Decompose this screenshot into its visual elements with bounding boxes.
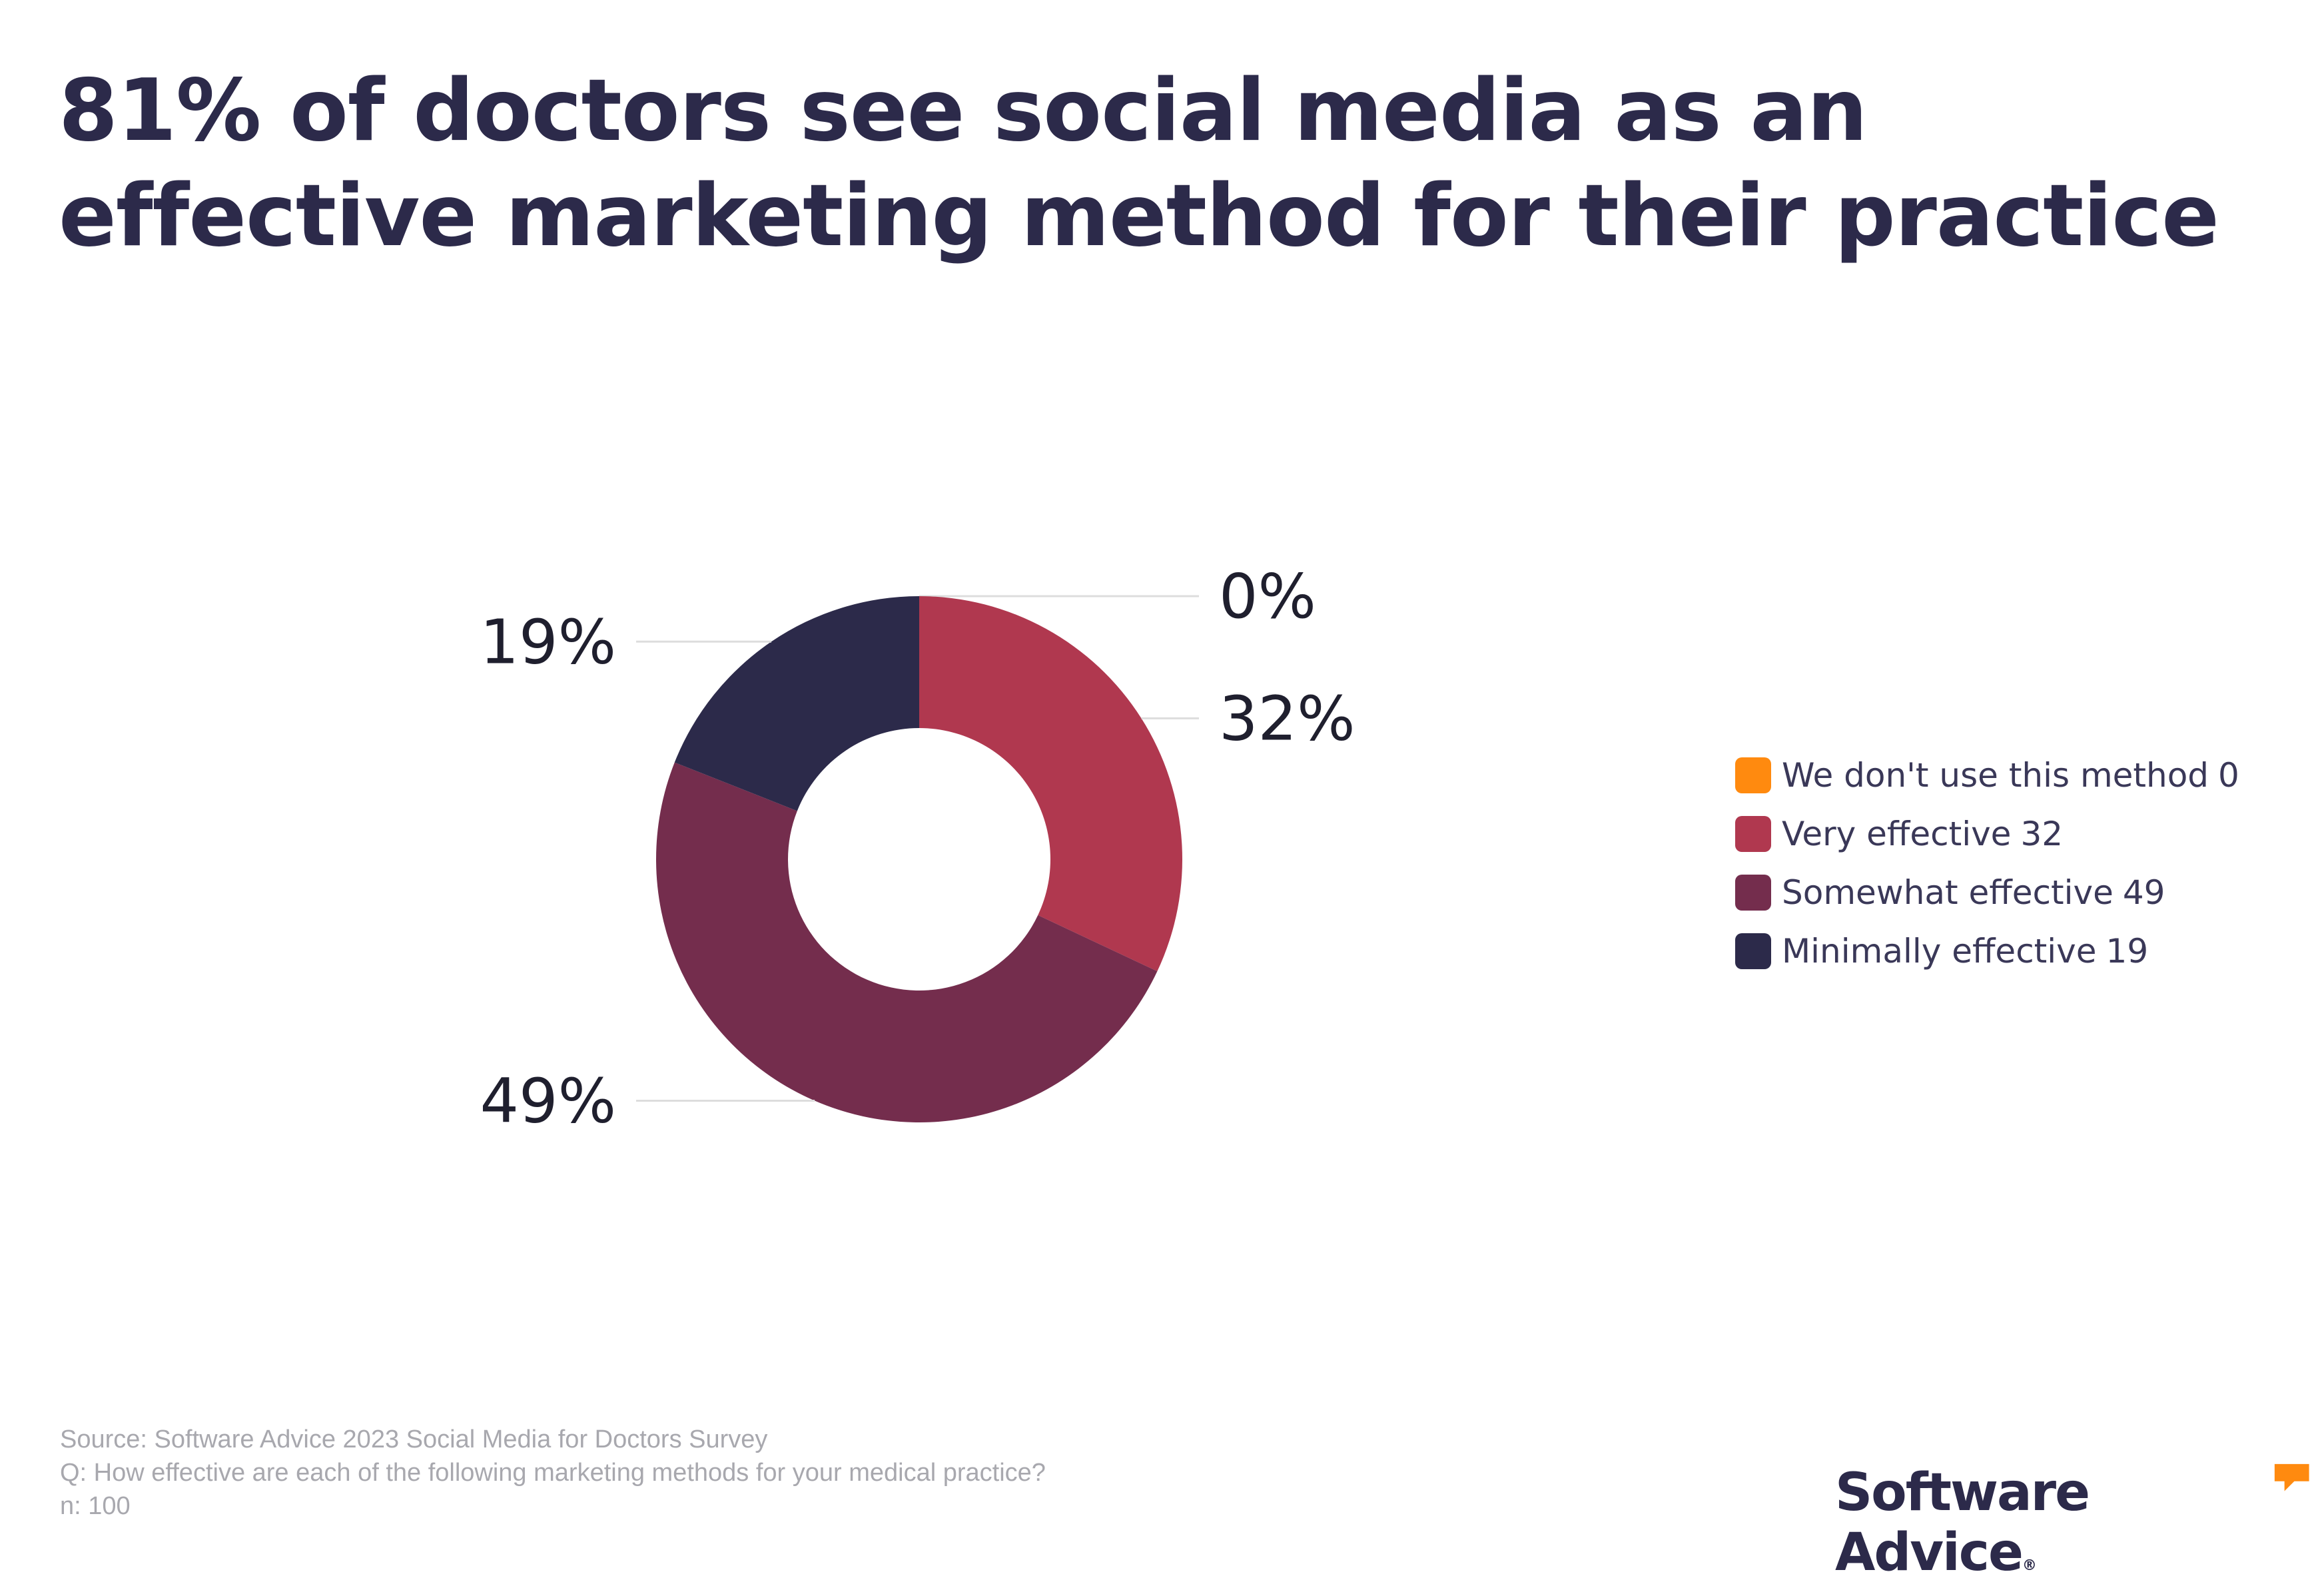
- chart-legend: We don't use this method 0 Very effectiv…: [1735, 746, 2239, 981]
- data-label-very-effective: 32%: [1219, 683, 1355, 754]
- legend-value: 0: [2218, 756, 2239, 795]
- legend-item-minimally-effective[interactable]: Minimally effective 19: [1735, 922, 2239, 981]
- legend-item-not-used[interactable]: We don't use this method 0: [1735, 746, 2239, 805]
- donut-slice-very-effective[interactable]: [919, 596, 1182, 972]
- brand-logo: Software Advice®: [1835, 1463, 2310, 1596]
- data-label-somewhat-effective: 49%: [480, 1066, 616, 1137]
- legend-value: 19: [2106, 932, 2149, 971]
- question-line: Q: How effective are each of the followi…: [60, 1459, 1046, 1487]
- legend-label: Very effective: [1782, 815, 2012, 853]
- legend-label: Somewhat effective: [1782, 873, 2114, 912]
- chart-title: 81% of doctors see social media as an ef…: [59, 61, 2219, 266]
- brand-wordmark: Software Advice®: [1835, 1463, 2090, 1583]
- data-label-minimally-effective: 19%: [480, 606, 616, 677]
- data-label-we-don-t-use-this-method: 0%: [1219, 561, 1316, 632]
- source-notes: Source: Software Advice 2023 Social Medi…: [60, 1423, 1046, 1523]
- legend-label: Minimally effective: [1782, 932, 2097, 971]
- speech-bubble-shape: [2274, 1463, 2309, 1491]
- speech-bubble-icon: [2274, 1463, 2309, 1491]
- sample-size: n: 100: [60, 1492, 131, 1520]
- legend-swatch: [1735, 933, 1771, 969]
- donut-slice-minimally-effective[interactable]: [674, 596, 919, 811]
- source-line: Source: Software Advice 2023 Social Medi…: [60, 1425, 768, 1453]
- legend-swatch: [1735, 875, 1771, 911]
- legend-label: We don't use this method: [1782, 756, 2209, 795]
- donut-slice-somewhat-effective[interactable]: [656, 762, 1158, 1122]
- legend-swatch: [1735, 757, 1771, 793]
- legend-swatch: [1735, 816, 1771, 852]
- legend-value: 49: [2122, 873, 2165, 912]
- legend-item-very-effective[interactable]: Very effective 32: [1735, 805, 2239, 863]
- legend-item-somewhat-effective[interactable]: Somewhat effective 49: [1735, 863, 2239, 922]
- legend-value: 32: [2020, 815, 2064, 853]
